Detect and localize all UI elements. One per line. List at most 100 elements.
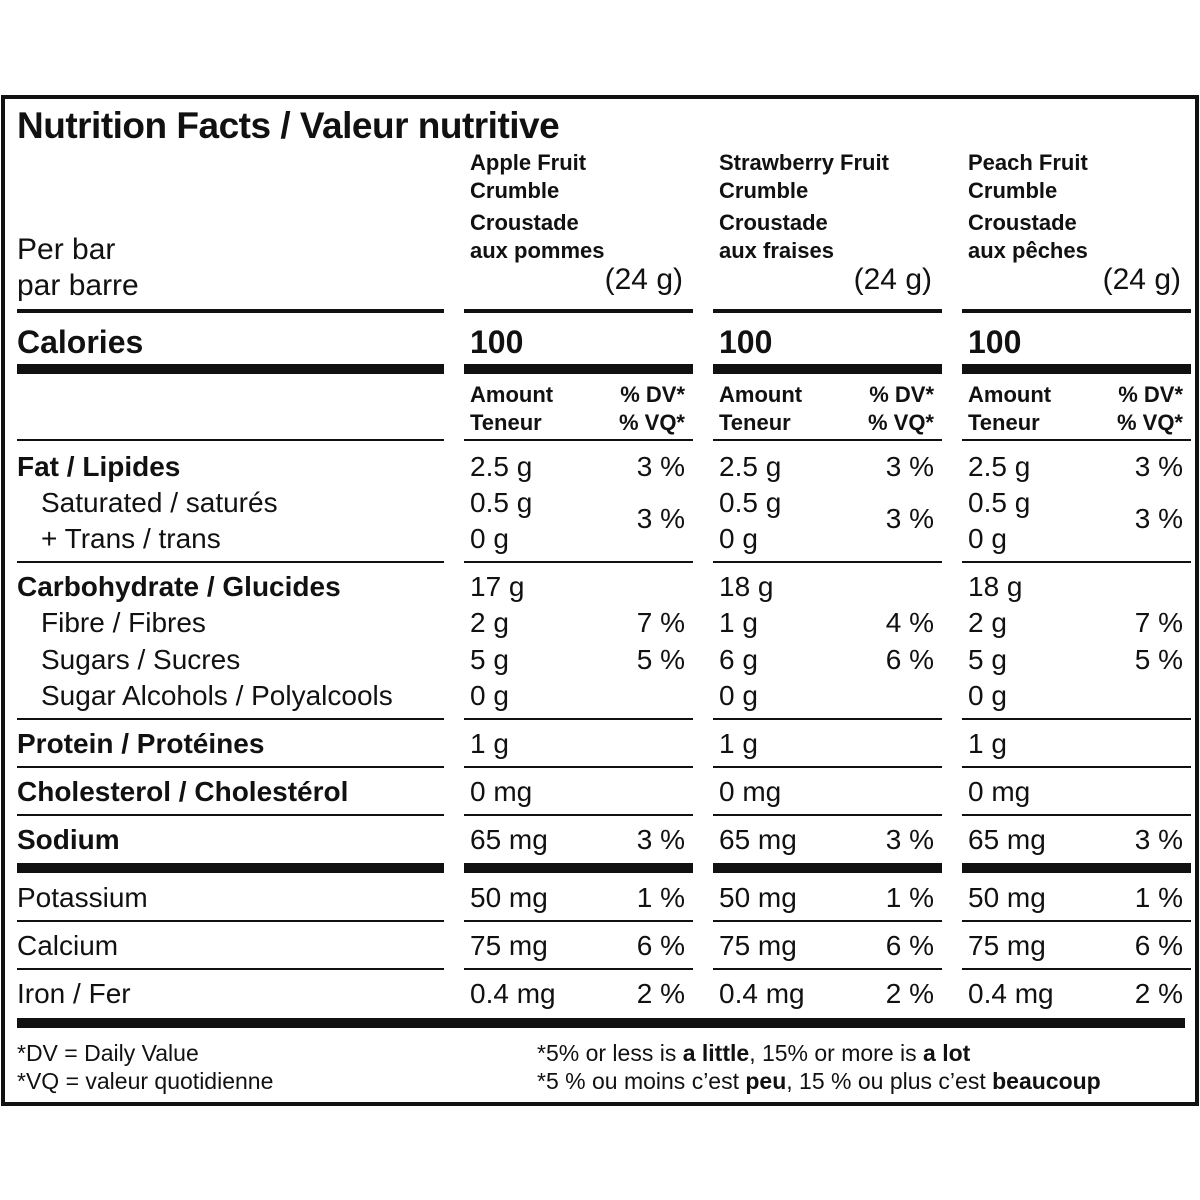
divider (713, 968, 942, 970)
divider-thick (713, 364, 942, 374)
divider (713, 920, 942, 922)
product-name-fr-1: Croustade (719, 210, 828, 235)
divider (17, 439, 444, 441)
serving-per-en: Per bar (17, 233, 116, 266)
footnote-emphasis: peu (745, 1068, 787, 1094)
product-name-fr-2: aux pommes (470, 238, 605, 263)
footnote-emphasis: a lot (923, 1040, 971, 1066)
product-name-fr-2: aux pêches (968, 238, 1088, 263)
calcium-dv: 6 % (1134, 930, 1183, 961)
product-name-en-1: Apple Fruit (470, 150, 587, 175)
iron-value: 0.4 mg (719, 978, 805, 1009)
fat-dv: 3 % (636, 451, 685, 482)
calcium-label: Calcium (17, 930, 119, 961)
potassium-value: 50 mg (470, 882, 548, 913)
sodium-dv: 3 % (1134, 824, 1183, 855)
footnote-emphasis: beaucoup (992, 1068, 1101, 1094)
divider (17, 561, 444, 563)
trans-value: 0 g (719, 523, 758, 554)
product-name-fr-2: aux fraises (719, 238, 834, 263)
fibre-label: Fibre / Fibres (41, 607, 206, 638)
divider (713, 309, 942, 313)
iron-dv: 2 % (1134, 978, 1183, 1009)
vq-header: % VQ* (1116, 410, 1183, 435)
sodium-dv: 3 % (636, 824, 685, 855)
fibre-dv: 7 % (1134, 607, 1183, 638)
teneur-header: Teneur (719, 410, 791, 435)
divider (713, 766, 942, 768)
product-name-en-2: Crumble (470, 178, 560, 203)
divider (962, 439, 1191, 441)
product-name-fr-1: Croustade (470, 210, 579, 235)
divider (713, 814, 942, 816)
serving-size: (24 g) (604, 263, 683, 296)
sodium-value: 65 mg (470, 824, 548, 855)
fibre-value: 1 g (719, 607, 758, 638)
sodium-label: Sodium (17, 824, 120, 855)
divider (17, 309, 444, 313)
iron-value: 0.4 mg (968, 978, 1054, 1009)
saturated-value: 0.5 g (968, 487, 1031, 518)
trans-value: 0 g (968, 523, 1007, 554)
iron-value: 0.4 mg (470, 978, 556, 1009)
cholesterol-label: Cholesterol / Cholestérol (17, 776, 349, 807)
dv-header: % DV* (1118, 382, 1183, 407)
divider (713, 439, 942, 441)
sugar-alcohols-value: 0 g (719, 680, 758, 711)
divider (17, 766, 444, 768)
amount-header: Amount (719, 382, 803, 407)
product-name-en-2: Crumble (968, 178, 1058, 203)
divider (962, 309, 1191, 313)
amount-header: Amount (470, 382, 554, 407)
sat-trans-dv: 3 % (636, 503, 685, 534)
divider-thick (962, 863, 1191, 873)
serving-per-fr: par barre (17, 269, 139, 302)
calcium-value: 75 mg (470, 930, 548, 961)
calcium-dv: 6 % (885, 930, 934, 961)
sat-trans-dv: 3 % (1134, 503, 1183, 534)
divider (464, 920, 693, 922)
divider (17, 968, 444, 970)
footnote-dv: *DV = Daily Value (17, 1040, 199, 1066)
divider (17, 814, 444, 816)
sugars-dv: 5 % (1134, 644, 1183, 675)
sodium-value: 65 mg (968, 824, 1046, 855)
potassium-value: 50 mg (968, 882, 1046, 913)
divider (962, 766, 1191, 768)
dv-header: % DV* (869, 382, 934, 407)
potassium-dv: 1 % (885, 882, 934, 913)
divider (713, 561, 942, 563)
trans-label: + Trans / trans (41, 523, 221, 554)
product-name-en-1: Strawberry Fruit (719, 150, 889, 175)
iron-dv: 2 % (885, 978, 934, 1009)
protein-value: 1 g (968, 728, 1007, 759)
nutrition-facts-label: Nutrition Facts / Valeur nutritive Per b… (1, 95, 1199, 1106)
amount-header: Amount (968, 382, 1052, 407)
calories-value: 100 (470, 324, 524, 360)
potassium-dv: 1 % (1134, 882, 1183, 913)
fibre-value: 2 g (470, 607, 509, 638)
cholesterol-value: 0 mg (719, 776, 782, 807)
fat-value: 2.5 g (968, 451, 1031, 482)
fibre-value: 2 g (968, 607, 1007, 638)
calories-value: 100 (968, 324, 1022, 360)
vq-header: % VQ* (867, 410, 934, 435)
divider (962, 814, 1191, 816)
divider-thick (962, 364, 1191, 374)
divider (464, 968, 693, 970)
fat-dv: 3 % (885, 451, 934, 482)
sodium-dv: 3 % (885, 824, 934, 855)
trans-value: 0 g (470, 523, 509, 554)
teneur-header: Teneur (470, 410, 542, 435)
serving-size: (24 g) (1102, 263, 1181, 296)
sugars-label: Sugars / Sucres (41, 644, 241, 675)
serving-size: (24 g) (853, 263, 932, 296)
product-column-1: Apple Fruit Crumble Croustade aux pommes… (464, 99, 693, 1102)
teneur-header: Teneur (968, 410, 1040, 435)
divider (464, 309, 693, 313)
carbohydrate-label: Carbohydrate / Glucides (17, 571, 341, 602)
sodium-value: 65 mg (719, 824, 797, 855)
carbohydrate-value: 18 g (719, 571, 774, 602)
carbohydrate-value: 17 g (470, 571, 525, 602)
dv-header: % DV* (620, 382, 685, 407)
